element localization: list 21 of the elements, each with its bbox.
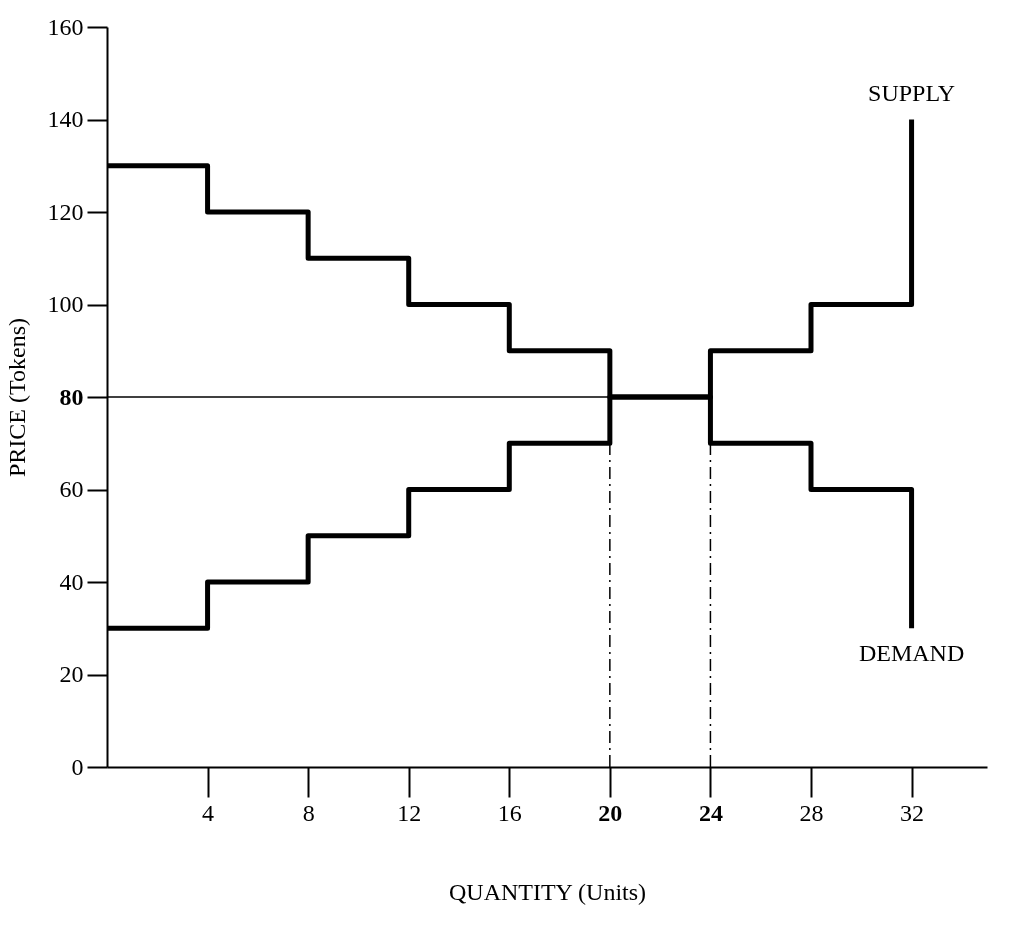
y-tick-label: 40	[59, 568, 84, 595]
y-axis-title: PRICE (Tokens)	[3, 318, 30, 477]
y-tick-label: 20	[59, 661, 84, 687]
x-tick-label: 16	[497, 799, 522, 826]
x-tick-label: 4	[202, 799, 215, 826]
x-tick-label: 32	[900, 799, 925, 826]
x-tick-label: 28	[799, 799, 824, 826]
y-tick-label: 80	[59, 383, 84, 410]
x-tick-label: 8	[302, 799, 315, 826]
x-tick-label: 24	[698, 799, 723, 826]
y-tick-label: 0	[71, 753, 84, 780]
y-tick-label: 140	[47, 106, 84, 132]
y-tick-label: 60	[59, 476, 84, 502]
series-label: DEMAND	[858, 640, 965, 667]
x-axis-title: QUANTITY (Units)	[448, 878, 647, 905]
y-tick-label: 120	[47, 198, 84, 225]
y-tick-label: 160	[47, 13, 84, 40]
x-tick-label: 12	[397, 799, 422, 826]
y-tick-label: 100	[47, 291, 84, 317]
x-tick-label: 20	[598, 799, 623, 826]
series-label: SUPPLY	[868, 79, 956, 106]
